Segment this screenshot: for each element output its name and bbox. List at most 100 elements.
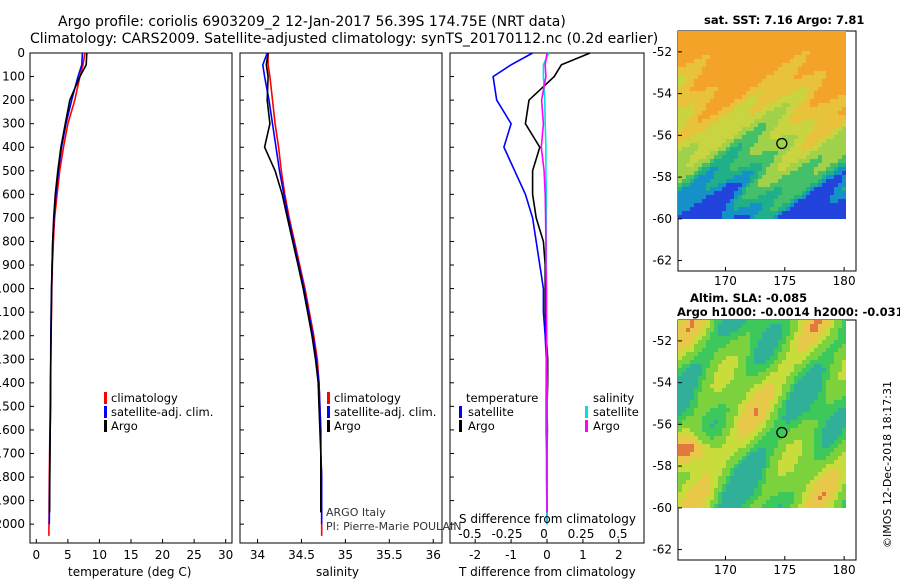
legend-sal-argo-swatch bbox=[585, 420, 588, 432]
sst-map-cell bbox=[814, 107, 818, 111]
sst-map-cell bbox=[798, 155, 802, 159]
sla-map-cell bbox=[742, 500, 746, 504]
series-line-climatology bbox=[48, 52, 86, 536]
sla-map-cell bbox=[826, 352, 830, 356]
sla-map-cell bbox=[826, 456, 830, 460]
sla-map-cell bbox=[714, 328, 718, 332]
sst-map-cell bbox=[838, 163, 842, 167]
sla-map-cell bbox=[810, 320, 814, 324]
sla-map-cell bbox=[782, 324, 786, 328]
sst-map-cell bbox=[838, 171, 842, 175]
sla-map-cell bbox=[786, 408, 790, 412]
sla-map-cell bbox=[682, 348, 686, 352]
sla-map-cell bbox=[718, 356, 722, 360]
sla-map-cell bbox=[742, 424, 746, 428]
sla-map-cell bbox=[782, 336, 786, 340]
sla-map-cell bbox=[838, 352, 842, 356]
sla-map-cell bbox=[802, 392, 806, 396]
sla-map-cell bbox=[678, 448, 682, 452]
sla-map-cell bbox=[694, 324, 698, 328]
sst-map-cell bbox=[826, 59, 830, 63]
sst-map-cell bbox=[842, 171, 846, 175]
sst-map-cell bbox=[750, 95, 754, 99]
sst-map-cell bbox=[702, 87, 706, 91]
sla-map-cell bbox=[818, 376, 822, 380]
sst-map-cell bbox=[818, 155, 822, 159]
sst-map-cell bbox=[838, 95, 842, 99]
sst-map-cell bbox=[746, 51, 750, 55]
sla-map-cell bbox=[790, 416, 794, 420]
sst-map-cell bbox=[726, 123, 730, 127]
sst-map-cell bbox=[830, 211, 834, 215]
sst-map-cell bbox=[802, 127, 806, 131]
sla-map-cell bbox=[818, 372, 822, 376]
sla-map-cell bbox=[826, 404, 830, 408]
sst-map-cell bbox=[758, 191, 762, 195]
sla-map-cell bbox=[686, 356, 690, 360]
sst-map-cell bbox=[698, 155, 702, 159]
sst-map-cell bbox=[734, 75, 738, 79]
sst-map-cell bbox=[818, 43, 822, 47]
sst-map-cell bbox=[766, 167, 770, 171]
sla-map-cell bbox=[806, 384, 810, 388]
sst-map-cell bbox=[762, 47, 766, 51]
sla-map-cell bbox=[790, 496, 794, 500]
sla-map-cell bbox=[814, 500, 818, 504]
sst-map-cell bbox=[782, 99, 786, 103]
sla-map-cell bbox=[826, 364, 830, 368]
sla-map-cell bbox=[690, 376, 694, 380]
sst-map-cell bbox=[798, 203, 802, 207]
sst-map-cell bbox=[794, 31, 798, 35]
sst-map-cell bbox=[710, 123, 714, 127]
sst-map-cell bbox=[842, 203, 846, 207]
sla-map-cell bbox=[830, 364, 834, 368]
sla-map-cell bbox=[814, 344, 818, 348]
sla-map-cell bbox=[698, 416, 702, 420]
sla-map-cell bbox=[766, 456, 770, 460]
sla-map-cell bbox=[770, 472, 774, 476]
sla-map-cell bbox=[834, 368, 838, 372]
sla-map-cell bbox=[810, 372, 814, 376]
sla-map-cell bbox=[734, 348, 738, 352]
sla-map-cell bbox=[730, 368, 734, 372]
sst-map-cell bbox=[690, 215, 694, 219]
sla-map-cell bbox=[798, 336, 802, 340]
sst-map-cell bbox=[814, 211, 818, 215]
sla-map-cell bbox=[706, 352, 710, 356]
sla-map-cell bbox=[822, 352, 826, 356]
temperature-series bbox=[48, 52, 88, 536]
sla-map-cell bbox=[798, 500, 802, 504]
sst-map-cell bbox=[710, 95, 714, 99]
x-tick-label: 10 bbox=[92, 548, 107, 562]
sst-map-cell bbox=[754, 199, 758, 203]
sla-map-cell bbox=[834, 480, 838, 484]
sst-map-cell bbox=[722, 139, 726, 143]
sla-map-cell bbox=[754, 472, 758, 476]
sla-map-cell bbox=[802, 496, 806, 500]
sla-map-cell bbox=[822, 360, 826, 364]
sla-map-cell bbox=[826, 340, 830, 344]
sst-map-cell bbox=[726, 99, 730, 103]
sla-map-cell bbox=[802, 348, 806, 352]
sla-map-cell bbox=[734, 460, 738, 464]
sla-map-cell bbox=[730, 452, 734, 456]
sla-map-cell bbox=[742, 388, 746, 392]
sst-map-cell bbox=[734, 203, 738, 207]
sla-map-cell bbox=[838, 388, 842, 392]
sst-map-cell bbox=[814, 43, 818, 47]
sla-map-cell bbox=[802, 356, 806, 360]
sst-map-cell bbox=[782, 143, 786, 147]
sst-map-cell bbox=[818, 39, 822, 43]
sst-map-cell bbox=[826, 167, 830, 171]
sst-map-cell bbox=[730, 207, 734, 211]
sst-map-cell bbox=[838, 143, 842, 147]
sst-map-cell bbox=[722, 31, 726, 35]
sst-map-cell bbox=[678, 51, 682, 55]
sst-map-cell bbox=[746, 55, 750, 59]
sla-map-cell bbox=[686, 452, 690, 456]
sst-map-cell bbox=[710, 67, 714, 71]
sst-map-cell bbox=[822, 87, 826, 91]
sst-map-cell bbox=[818, 107, 822, 111]
sla-map-cell bbox=[746, 388, 750, 392]
sst-map-cell bbox=[822, 159, 826, 163]
